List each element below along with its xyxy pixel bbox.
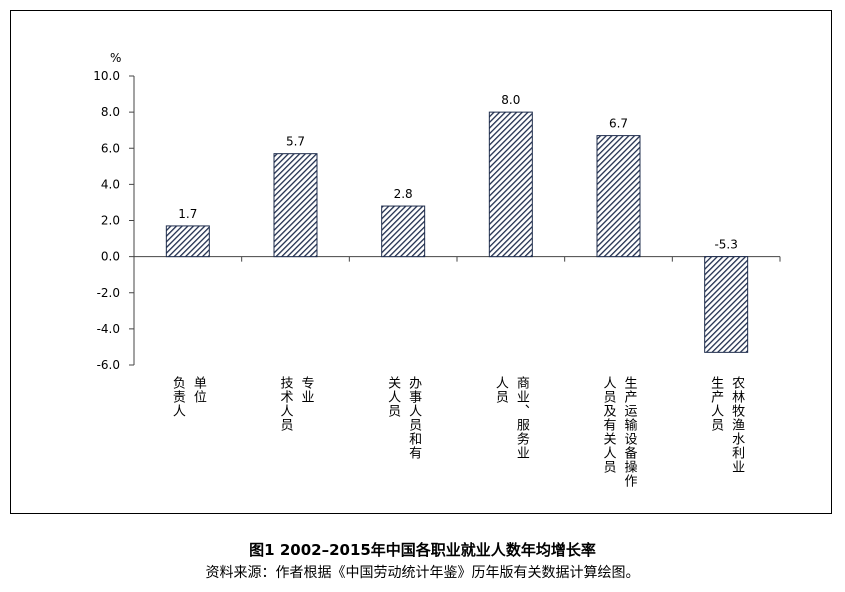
bars <box>165 111 749 353</box>
bar <box>704 256 749 353</box>
category-label: 单位 <box>191 376 207 404</box>
data-label: 2.8 <box>394 187 413 201</box>
category-label: 生产人员 <box>708 376 724 432</box>
bar <box>273 153 318 258</box>
data-label: 6.7 <box>609 117 628 131</box>
bar <box>165 225 210 258</box>
category-label: 农林牧渔水利业 <box>729 376 745 474</box>
figure-caption-source: 资料来源：作者根据《中国劳动统计年鉴》历年版有关数据计算绘图。 <box>205 565 640 581</box>
category-label: 人员 <box>493 376 509 404</box>
y-tick-label: 10.0 <box>93 69 120 83</box>
category-label: 专业 <box>299 376 315 404</box>
bar <box>596 135 641 258</box>
chart-frame <box>10 10 832 514</box>
y-tick-label: 4.0 <box>101 177 120 191</box>
bar-chart: % 10.0 8.0 6.0 4.0 2.0 0.0 -2.0 -4.0 -6.0 1.7 单位负责… <box>93 51 781 488</box>
data-label: 1.7 <box>178 207 197 221</box>
category-label: 生产运输设备操作 <box>622 376 638 488</box>
category-label: 负责人 <box>170 376 186 418</box>
category-label: 技术人员 <box>278 376 294 432</box>
y-tick-label: -4.0 <box>97 322 120 336</box>
y-tick-label: 2.0 <box>101 214 120 228</box>
bar <box>381 205 426 258</box>
labels: 1.7单位负责人5.7专业技术人员2.8办事人员和有关人员8.0商业、服务业人员… <box>170 93 745 488</box>
category-label: 办事人员和有 <box>406 376 422 460</box>
category-label: 关人员 <box>385 376 401 418</box>
y-tick-label: -2.0 <box>97 286 120 300</box>
x-axis <box>133 256 781 262</box>
figure-caption-title: 图1 2002–2015年中国各职业就业人数年均增长率 <box>249 541 596 559</box>
bar <box>488 111 533 258</box>
y-tick-label: 6.0 <box>101 141 120 155</box>
category-label: 商业、服务业 <box>514 376 530 460</box>
data-label: 8.0 <box>501 93 520 107</box>
data-label: -5.3 <box>714 238 737 252</box>
data-label: 5.7 <box>286 135 305 149</box>
y-tick-label: -6.0 <box>97 358 120 372</box>
category-label: 人员及有关人员 <box>601 376 617 474</box>
y-tick-label: 8.0 <box>101 105 120 119</box>
y-tick-label: 0.0 <box>101 250 120 264</box>
y-axis-unit: % <box>110 51 121 65</box>
y-axis: % 10.0 8.0 6.0 4.0 2.0 0.0 -2.0 -4.0 -6.0 <box>93 51 135 372</box>
